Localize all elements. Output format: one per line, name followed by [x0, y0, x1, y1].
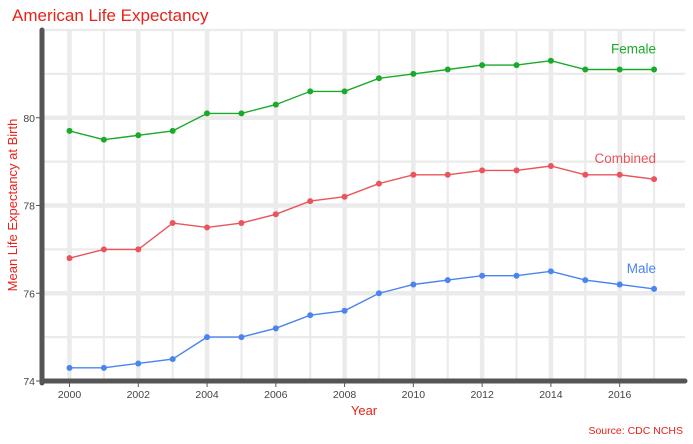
grid-lines [42, 28, 685, 384]
series-layer: Female Combined Male [66, 41, 658, 371]
data-point [375, 180, 382, 187]
data-point [135, 246, 142, 253]
series-line [69, 165, 655, 259]
data-point [547, 268, 554, 275]
data-point [582, 66, 589, 73]
data-point [479, 272, 486, 279]
series-male: Male [66, 261, 658, 371]
data-point [341, 88, 348, 95]
y-tick-label: 78 [23, 201, 35, 213]
data-point [204, 224, 211, 231]
data-point [307, 88, 314, 95]
x-tick-label: 2012 [470, 389, 494, 401]
series-line [69, 270, 655, 369]
data-point [169, 220, 176, 227]
data-point [66, 364, 73, 371]
data-point [238, 220, 245, 227]
data-point [444, 66, 451, 73]
data-point [100, 364, 107, 371]
data-point [238, 334, 245, 341]
data-point [341, 307, 348, 314]
data-point [204, 334, 211, 341]
data-point [272, 325, 279, 332]
data-point [513, 167, 520, 174]
series-combined: Combined [66, 151, 658, 262]
data-point [651, 176, 658, 183]
x-tick-label: 2016 [608, 389, 632, 401]
data-point [375, 290, 382, 297]
data-point [651, 66, 658, 73]
data-point [66, 127, 73, 134]
y-axis-title: Mean Life Expectancy at Birth [5, 119, 20, 292]
chart-caption: Source: CDC NCHS [588, 425, 683, 437]
data-point [479, 62, 486, 69]
data-point [135, 360, 142, 367]
x-tick-label: 2000 [58, 389, 82, 401]
series-female: Female [66, 41, 658, 143]
data-point [444, 277, 451, 284]
data-point [547, 163, 554, 170]
data-point [169, 127, 176, 134]
data-point [547, 57, 554, 64]
x-tick-label: 2014 [539, 389, 563, 401]
data-point [375, 75, 382, 82]
y-tick-label: 74 [23, 376, 35, 388]
data-point [410, 70, 417, 77]
series-label: Male [627, 261, 656, 276]
series-line [69, 59, 655, 141]
y-tick-label: 80 [23, 113, 35, 125]
data-point [100, 136, 107, 143]
data-point [169, 356, 176, 363]
data-point [307, 198, 314, 205]
data-point [651, 285, 658, 292]
x-tick-label: 2006 [264, 389, 288, 401]
data-point [341, 193, 348, 200]
data-point [513, 272, 520, 279]
data-point [238, 110, 245, 117]
data-point [307, 312, 314, 319]
data-point [582, 277, 589, 284]
y-tick-label: 76 [23, 288, 35, 300]
data-point [410, 281, 417, 288]
data-point [410, 171, 417, 178]
data-point [616, 281, 623, 288]
data-point [272, 101, 279, 108]
data-point [582, 171, 589, 178]
x-tick-label: 2002 [127, 389, 151, 401]
x-tick-label: 2004 [195, 389, 219, 401]
data-point [616, 171, 623, 178]
data-point [100, 246, 107, 253]
data-point [479, 167, 486, 174]
tick-labels: 2000 2002 2004 2006 2008 2010 2012 2014 2016 74 76… [23, 113, 631, 401]
x-axis-title: Year [351, 403, 378, 418]
data-point [444, 171, 451, 178]
series-label: Female [611, 41, 656, 56]
series-label: Combined [594, 151, 656, 166]
data-point [204, 110, 211, 117]
data-point [135, 132, 142, 139]
axes [39, 27, 688, 386]
x-tick-label: 2010 [402, 389, 426, 401]
chart-title: American Life Expectancy [12, 6, 209, 25]
data-point [66, 255, 73, 262]
data-point [272, 211, 279, 218]
data-point [616, 66, 623, 73]
x-tick-label: 2008 [333, 389, 357, 401]
data-point [513, 62, 520, 69]
